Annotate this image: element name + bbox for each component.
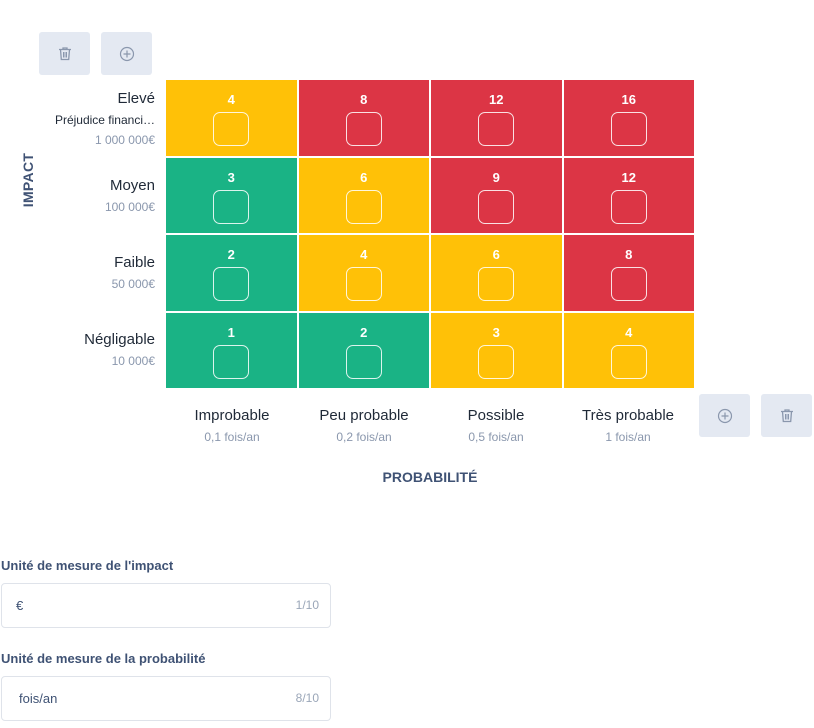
row-label-negligible[interactable]: Négligable 10 000€ (84, 331, 155, 369)
cell-score: 3 (227, 169, 235, 185)
matrix-cell[interactable]: 6 (431, 235, 562, 311)
matrix-cell[interactable]: 16 (563, 80, 694, 156)
cell-checkbox[interactable] (213, 267, 250, 301)
probability-unit-counter: 8/10 (295, 691, 319, 705)
column-label-improbable[interactable]: Improbable 0,1 fois/an (166, 406, 298, 445)
cell-checkbox[interactable] (345, 112, 382, 146)
impact-unit-counter: 1/10 (295, 598, 319, 612)
impact-axis-title: IMPACT (20, 152, 36, 208)
row-label-medium[interactable]: Moyen 100 000€ (105, 177, 155, 215)
column-value: 0,1 fois/an (204, 430, 260, 444)
add-row-button[interactable] (101, 32, 152, 75)
cell-checkbox[interactable] (345, 267, 382, 301)
cell-checkbox[interactable] (610, 112, 647, 146)
column-value: 0,2 fois/an (336, 430, 392, 444)
row-name: Moyen (109, 177, 155, 194)
matrix-cell[interactable]: 1 (166, 312, 297, 388)
cell-checkbox[interactable] (478, 189, 515, 224)
column-label-very-likely[interactable]: Très probable 1 fois/an (562, 406, 694, 445)
cell-checkbox[interactable] (213, 344, 250, 379)
column-name: Possible (467, 407, 525, 424)
delete-column-button[interactable] (761, 394, 812, 437)
row-label-low[interactable]: Faible 50 000€ (112, 254, 155, 292)
column-name: Très probable (582, 407, 674, 424)
row-value: 1 000 000€ (94, 133, 155, 147)
cell-score: 12 (621, 169, 636, 185)
cell-score: 12 (489, 92, 504, 107)
cell-checkbox[interactable] (213, 189, 250, 224)
matrix-cell[interactable]: 4 (563, 312, 694, 388)
column-value: 1 fois/an (605, 430, 651, 444)
cell-score: 2 (360, 324, 368, 340)
impact-unit-field[interactable]: 1/10 (1, 583, 331, 628)
cell-score: 3 (492, 324, 500, 340)
column-name: Peu probable (319, 407, 409, 424)
matrix-cell[interactable]: 8 (563, 235, 694, 311)
matrix-cell[interactable]: 12 (563, 157, 694, 233)
cell-checkbox[interactable] (610, 344, 647, 379)
cell-score: 6 (492, 247, 500, 262)
cell-checkbox[interactable] (345, 344, 382, 379)
cell-score: 8 (360, 92, 368, 107)
row-value: 100 000€ (104, 200, 155, 214)
cell-checkbox[interactable] (478, 112, 515, 146)
matrix-cell[interactable]: 3 (431, 312, 562, 388)
row-label-high[interactable]: Elevé Préjudice financi… 1 000 000€ (55, 90, 155, 148)
matrix-cell[interactable]: 6 (298, 157, 429, 233)
cell-checkbox[interactable] (610, 267, 647, 301)
probability-unit-field[interactable]: 8/10 (1, 676, 331, 721)
add-column-button[interactable] (699, 394, 750, 437)
matrix-cell[interactable]: 3 (166, 157, 297, 233)
cell-score: 9 (492, 169, 500, 185)
plus-circle-icon (717, 408, 732, 423)
cell-score: 6 (360, 169, 368, 185)
probability-unit-input[interactable] (19, 677, 279, 720)
matrix-cell[interactable]: 4 (166, 80, 297, 156)
row-description: Préjudice financi… (54, 113, 155, 127)
matrix-cell[interactable]: 2 (166, 235, 297, 311)
risk-matrix: 4 8 12 16 3 6 9 12 2 4 6 8 1 2 3 4 (166, 80, 694, 388)
row-name: Faible (114, 254, 155, 271)
cell-score: 16 (621, 92, 636, 107)
column-name: Improbable (194, 407, 270, 424)
cell-score: 2 (227, 247, 235, 262)
cell-score: 8 (625, 247, 633, 262)
row-value: 50 000€ (111, 277, 155, 291)
cell-score: 4 (360, 247, 368, 262)
trash-icon (58, 47, 71, 61)
column-label-unlikely[interactable]: Peu probable 0,2 fois/an (298, 406, 430, 445)
row-name: Elevé (117, 90, 155, 107)
cell-checkbox[interactable] (345, 189, 382, 224)
row-value: 10 000€ (111, 354, 155, 368)
plus-circle-icon (119, 46, 134, 61)
probability-unit-label: Unité de mesure de la probabilité (1, 651, 206, 666)
column-label-possible[interactable]: Possible 0,5 fois/an (430, 406, 562, 445)
cell-checkbox[interactable] (213, 112, 250, 146)
delete-row-button[interactable] (39, 32, 90, 75)
impact-unit-input[interactable] (16, 584, 276, 627)
matrix-cell[interactable]: 8 (298, 80, 429, 156)
cell-score: 4 (227, 92, 235, 107)
trash-icon (780, 409, 793, 423)
matrix-cell[interactable]: 2 (298, 312, 429, 388)
probability-axis-title: PROBABILITÉ (382, 469, 478, 485)
cell-checkbox[interactable] (478, 267, 515, 301)
cell-score: 1 (227, 324, 235, 340)
matrix-cell[interactable]: 12 (431, 80, 562, 156)
impact-unit-label: Unité de mesure de l'impact (1, 558, 174, 573)
cell-checkbox[interactable] (478, 344, 515, 379)
matrix-cell[interactable]: 4 (298, 235, 429, 311)
matrix-cell[interactable]: 9 (431, 157, 562, 233)
column-value: 0,5 fois/an (468, 430, 524, 444)
row-name: Négligable (84, 331, 155, 348)
cell-checkbox[interactable] (610, 189, 647, 224)
cell-score: 4 (625, 324, 633, 340)
